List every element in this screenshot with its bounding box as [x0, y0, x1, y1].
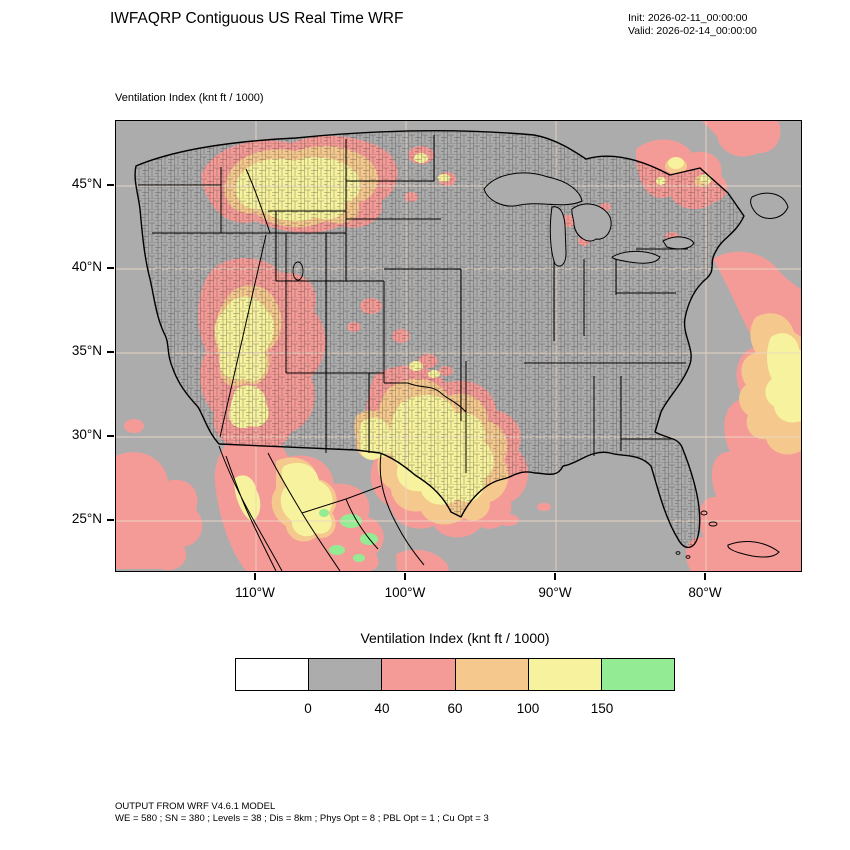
- lon-axis-label: 110°W: [235, 585, 275, 600]
- axis-tick: [704, 573, 706, 580]
- axis-tick: [107, 435, 114, 437]
- wrf-map-svg: [116, 121, 801, 571]
- axis-tick: [107, 184, 114, 186]
- colorbar-segment: [455, 659, 529, 690]
- footer-line-2: WE = 580 ; SN = 380 ; Levels = 38 ; Dis …: [115, 812, 489, 824]
- footer-line-1: OUTPUT FROM WRF V4.6.1 MODEL: [115, 801, 276, 812]
- valid-time-label: Valid: 2026-02-14_00:00:00: [628, 25, 757, 37]
- axis-tick: [404, 573, 406, 580]
- init-time-label: Init: 2026-02-11_00:00:00: [628, 12, 748, 24]
- axis-tick: [254, 573, 256, 580]
- colorbar-tick-label: 0: [304, 701, 312, 716]
- lat-axis-label: 30°N: [71, 427, 102, 442]
- axis-tick: [107, 519, 114, 521]
- us-outline: [134, 130, 745, 548]
- axis-tick: [554, 573, 556, 580]
- run-times: Init: 2026-02-11_00:00:00 Valid: 2026-02…: [628, 12, 757, 38]
- map-canvas: [115, 120, 802, 572]
- lat-axis-label: 35°N: [71, 343, 102, 358]
- colorbar-segment: [236, 659, 310, 690]
- colorbar: [235, 658, 675, 691]
- great-salt-lake: [292, 261, 304, 281]
- colorbar-tick-label: 40: [374, 701, 390, 716]
- colorbar-tick-label: 60: [447, 701, 463, 716]
- colorbar-segment: [528, 659, 602, 690]
- lat-axis-label: 45°N: [71, 176, 102, 191]
- page-title: IWFAQRP Contiguous US Real Time WRF: [110, 10, 404, 27]
- model-info: OUTPUT FROM WRF V4.6.1 MODEL WE = 580 ; …: [115, 801, 489, 824]
- great-lakes: [292, 172, 695, 281]
- field-label: Ventilation Index (knt ft / 1000): [115, 92, 264, 104]
- mexico-boundaries: [218, 445, 425, 571]
- axis-tick: [107, 351, 114, 353]
- lat-axis-label: 40°N: [71, 259, 102, 274]
- colorbar-segment: [601, 659, 675, 690]
- colorbar-tick-label: 150: [590, 701, 614, 716]
- axis-tick: [107, 267, 114, 269]
- islands: [675, 192, 789, 559]
- colorbar-segment: [309, 659, 383, 690]
- lon-axis-label: 100°W: [384, 585, 426, 600]
- lat-axis-label: 25°N: [71, 511, 102, 526]
- colorbar-segment: [382, 659, 456, 690]
- legend-title: Ventilation Index (knt ft / 1000): [360, 630, 550, 646]
- lon-axis-label: 80°W: [688, 585, 722, 600]
- colorbar-tick-label: 100: [516, 701, 540, 716]
- lon-axis-label: 90°W: [538, 585, 572, 600]
- state-boundaries: [138, 135, 688, 473]
